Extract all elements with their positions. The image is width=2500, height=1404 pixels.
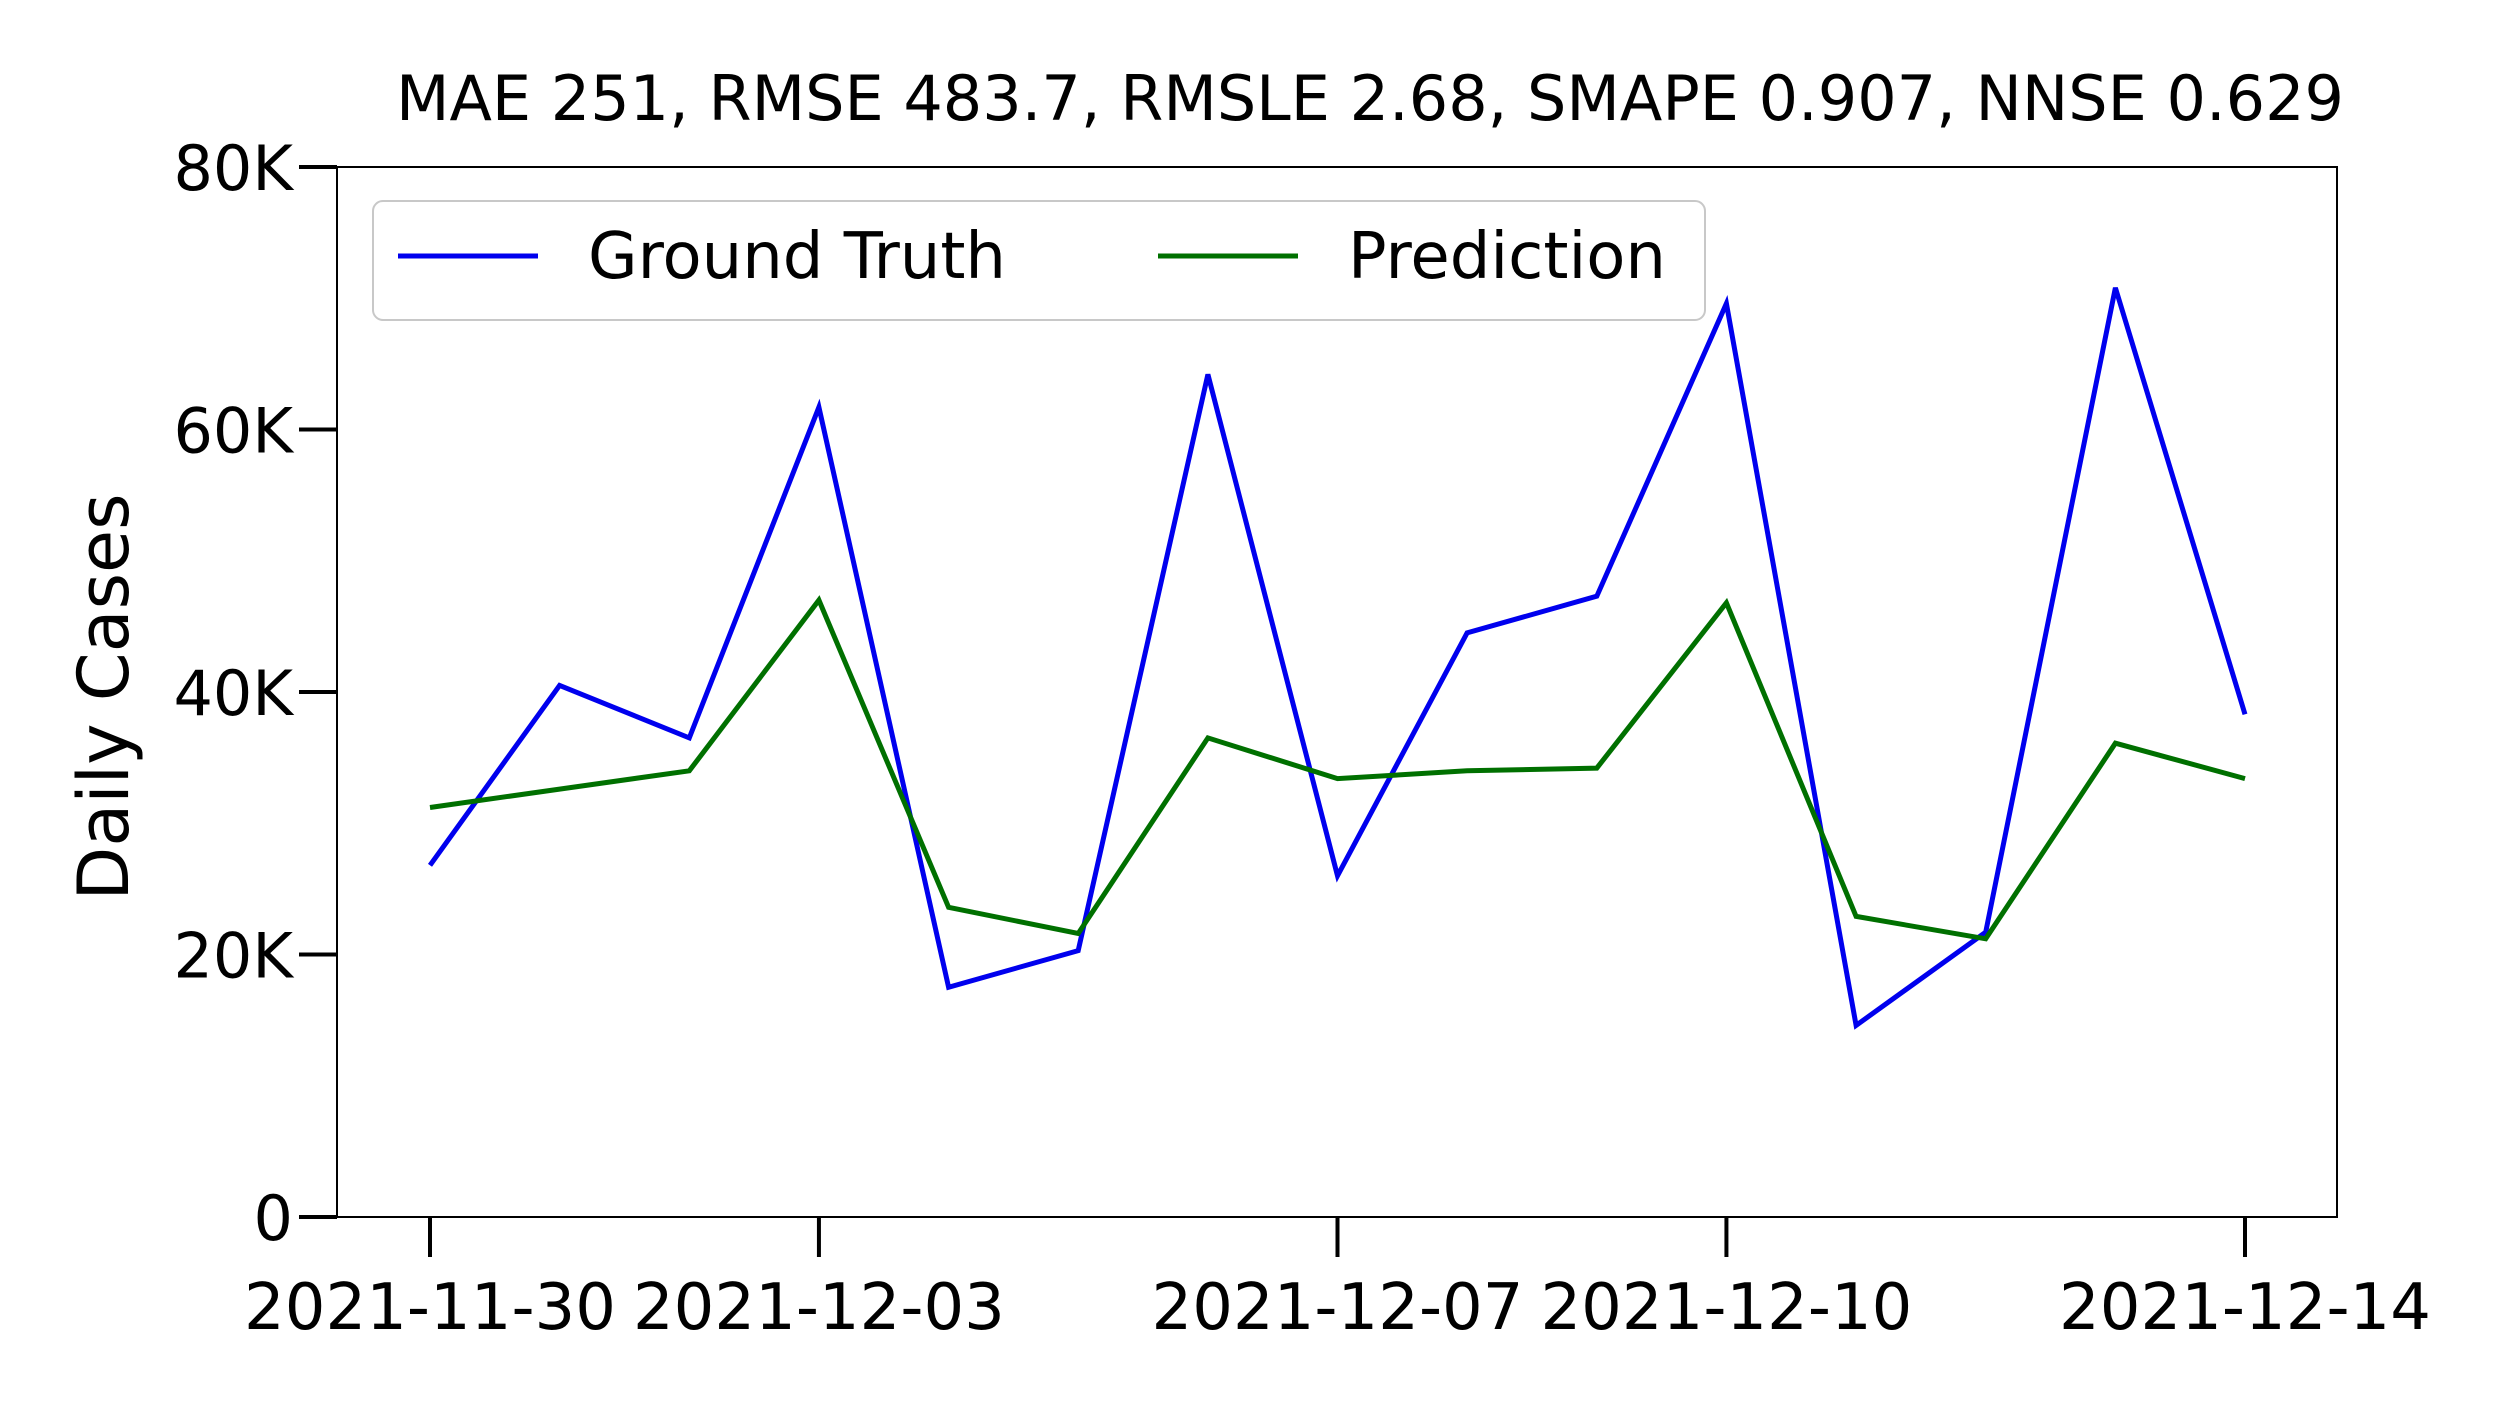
plot-frame xyxy=(336,166,2338,1218)
y-tick-label: 0 xyxy=(254,1182,293,1255)
legend-label: Prediction xyxy=(1348,220,1666,294)
legend: Ground Truth Prediction xyxy=(372,200,1706,321)
x-tick-label: 2021-12-10 xyxy=(1540,1271,1912,1345)
y-axis-label: Daily Cases xyxy=(63,493,145,900)
series-line-prediction xyxy=(429,595,2246,942)
y-tick-label: 80K xyxy=(173,132,294,205)
chart-title: MAE 251, RMSE 483.7, RMSLE 2.68, SMAPE 0… xyxy=(396,62,2344,135)
x-tick-label: 2021-12-03 xyxy=(633,1271,1005,1345)
y-tick-label: 40K xyxy=(173,657,294,730)
y-tick-label: 60K xyxy=(173,395,294,468)
y-tick-label: 20K xyxy=(173,920,294,993)
legend-box xyxy=(372,200,1706,321)
series-line-ground-truth xyxy=(427,287,2248,1030)
plot-area: 0 20K 40K 60K 80K 2021-11-30 2021-12-03 2021-12… xyxy=(173,132,2431,1345)
x-tick-label: 2021-11-30 xyxy=(244,1271,616,1345)
x-tick-label: 2021-12-07 xyxy=(1152,1271,1524,1345)
legend-label: Ground Truth xyxy=(588,220,1006,294)
x-tick-label: 2021-12-14 xyxy=(2059,1271,2431,1345)
